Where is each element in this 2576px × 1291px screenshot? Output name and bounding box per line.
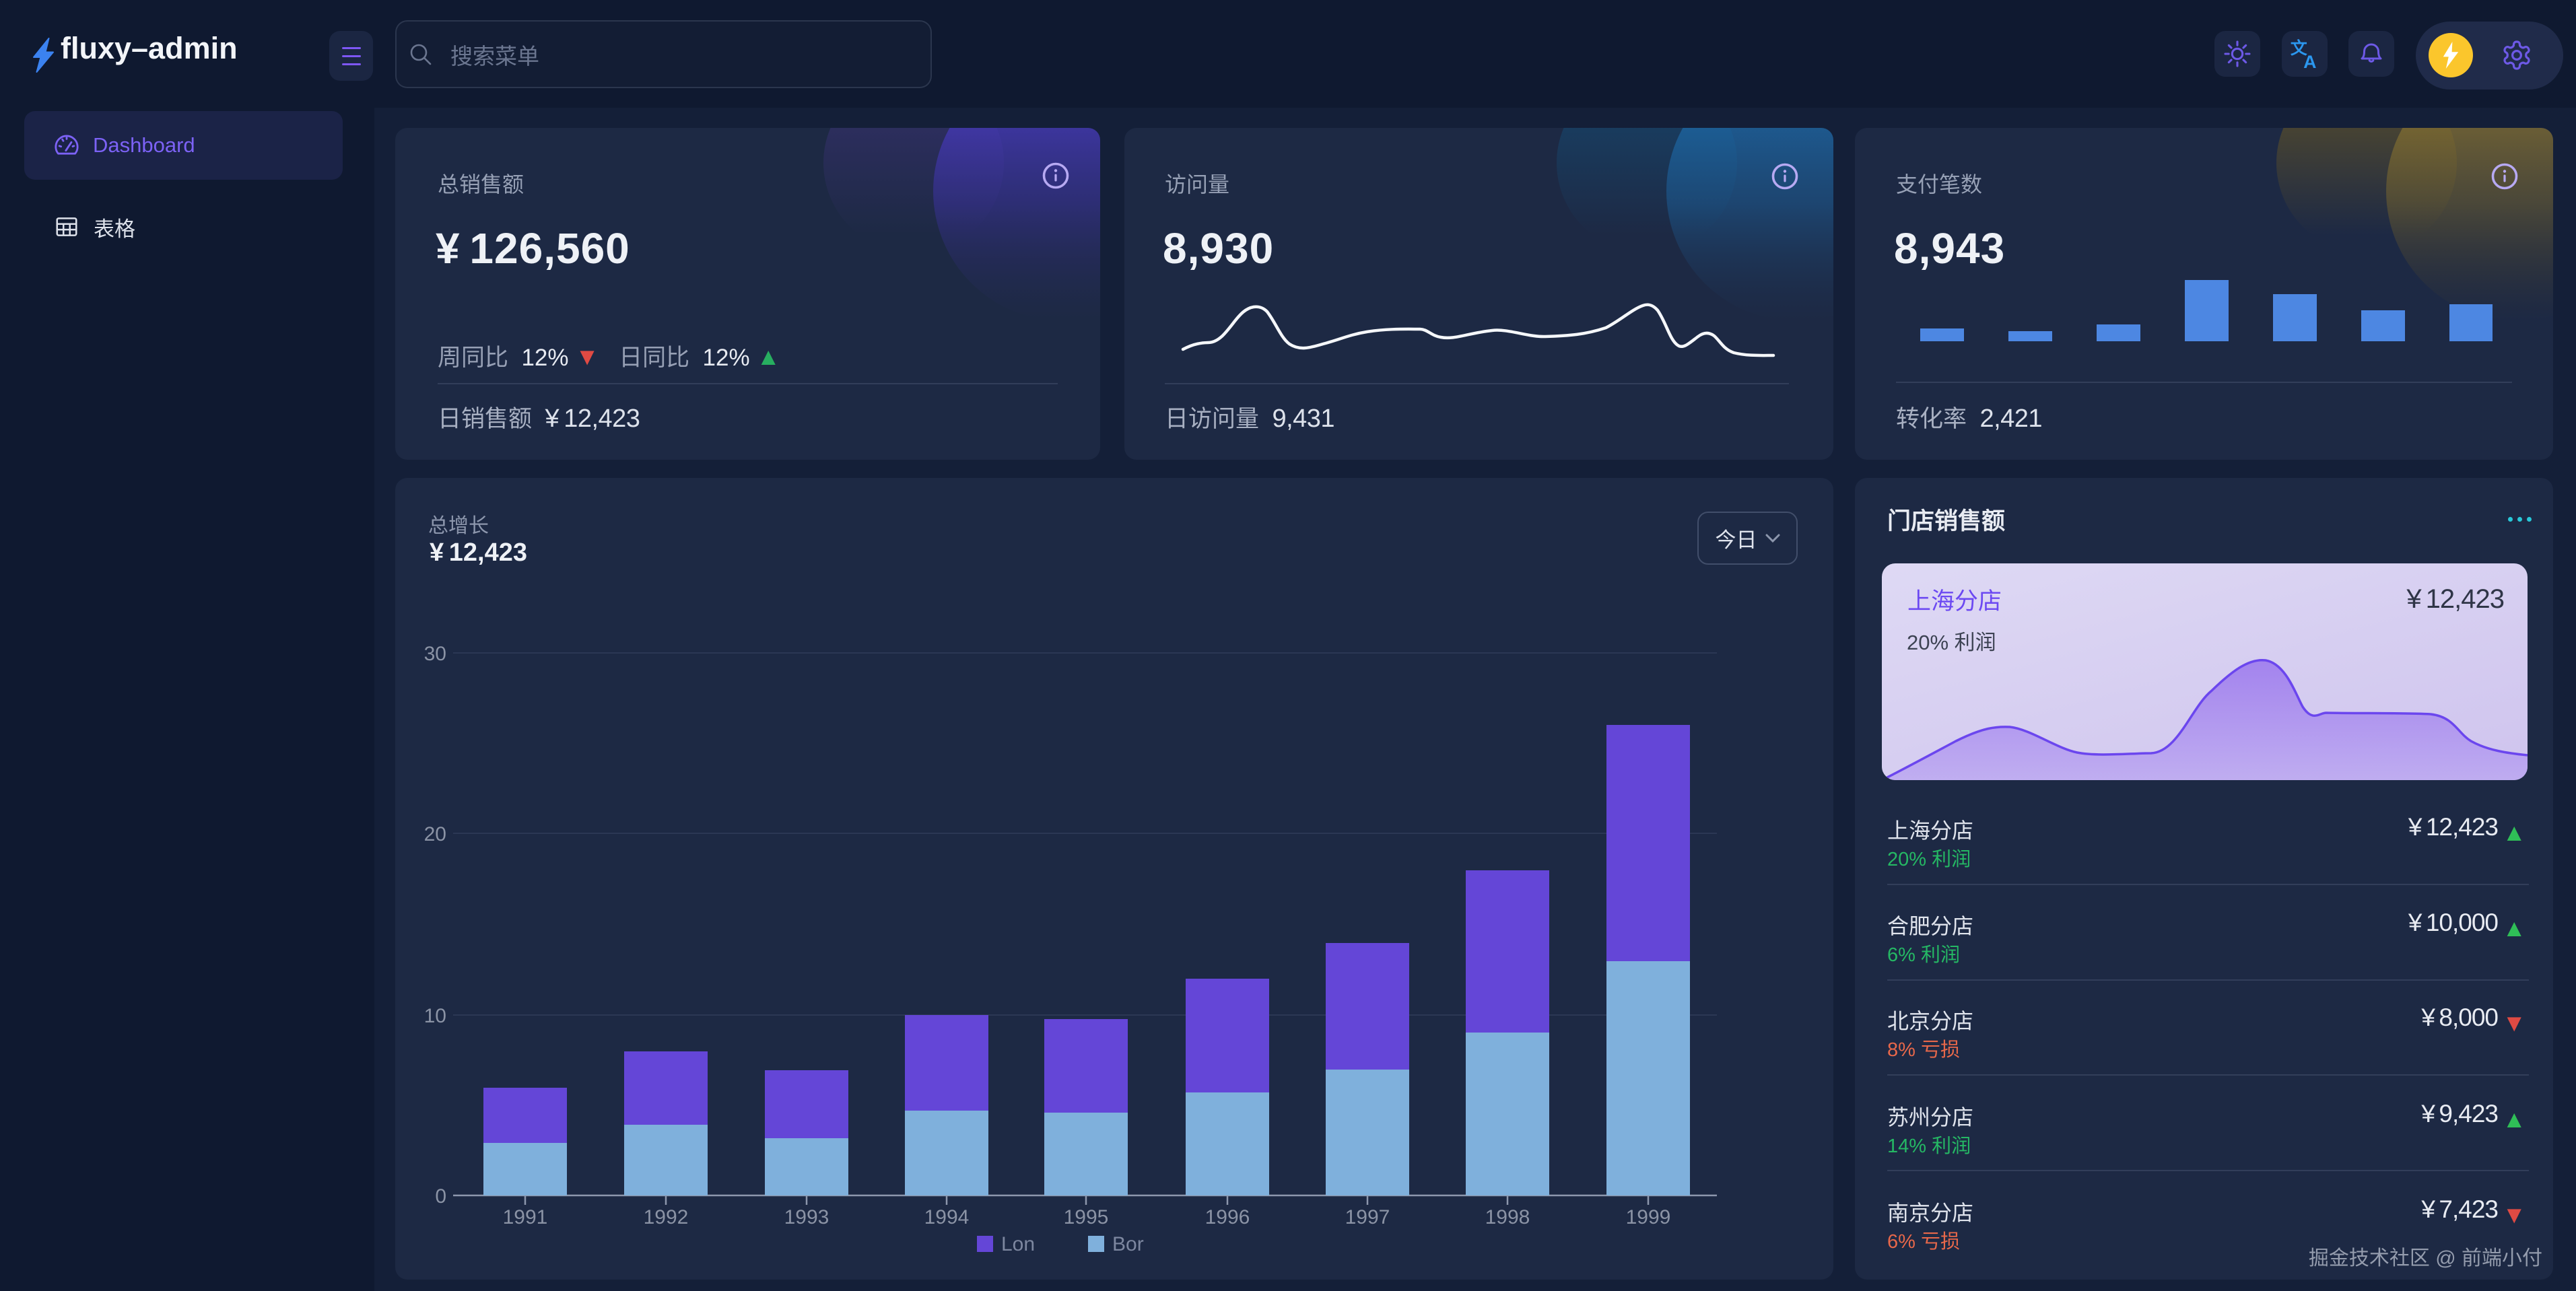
svg-text:1999: 1999 <box>1626 1206 1671 1228</box>
svg-text:Lon: Lon <box>1001 1233 1035 1255</box>
svg-text:1997: 1997 <box>1345 1206 1390 1228</box>
svg-text:1994: 1994 <box>924 1206 970 1228</box>
svg-text:A: A <box>2303 52 2316 69</box>
svg-text:文: 文 <box>2291 38 2307 58</box>
svg-text:30: 30 <box>424 643 446 665</box>
svg-text:1992: 1992 <box>644 1206 689 1228</box>
svg-text:10: 10 <box>424 1005 446 1027</box>
svg-text:0: 0 <box>435 1185 446 1208</box>
svg-text:Bor: Bor <box>1112 1233 1144 1255</box>
svg-text:20: 20 <box>424 823 446 845</box>
svg-text:1991: 1991 <box>503 1206 548 1228</box>
svg-text:1995: 1995 <box>1064 1206 1109 1228</box>
svg-text:1996: 1996 <box>1205 1206 1250 1228</box>
svg-text:1998: 1998 <box>1485 1206 1530 1228</box>
svg-text:1993: 1993 <box>784 1206 829 1228</box>
